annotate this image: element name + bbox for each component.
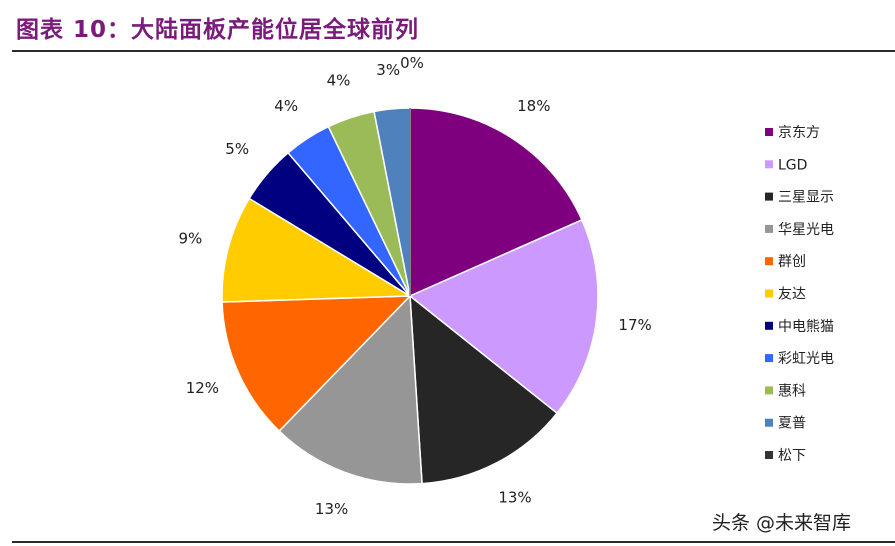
legend-swatch-1	[765, 160, 773, 169]
slice-2	[409, 294, 559, 485]
legend-swatch-4	[765, 257, 773, 266]
top-divider	[12, 50, 895, 52]
data-labels: 18% 17% 13% 13% 12% 9% 5% 4% 4% 3% 0%	[179, 54, 652, 518]
data-label-6: 5%	[225, 140, 249, 158]
slice-4	[221, 295, 412, 433]
legend-swatch-8	[765, 386, 773, 395]
data-label-9: 3%	[376, 61, 400, 79]
legend-swatch-0	[765, 128, 773, 136]
legend-label-6: 中电熊猫	[778, 319, 834, 335]
data-label-3: 13%	[315, 500, 348, 518]
slice-1	[408, 218, 599, 415]
data-label-10: 0%	[400, 54, 424, 72]
legend-swatch-9	[765, 418, 773, 427]
legend-swatch-3	[765, 224, 773, 233]
data-label-7: 4%	[274, 97, 298, 115]
legend-label-7: 彩虹光电	[778, 351, 834, 367]
bottom-divider	[12, 541, 895, 543]
data-label-8: 4%	[327, 72, 351, 90]
chart-title: 图表 10：大陆面板产能位居全球前列	[16, 17, 420, 43]
data-label-1: 17%	[618, 316, 651, 334]
data-label-0: 18%	[517, 97, 550, 115]
pie-slices	[221, 107, 599, 485]
legend-swatch-5	[765, 289, 773, 298]
legend-label-4: 群创	[778, 254, 806, 270]
legend-swatch-7	[765, 354, 773, 363]
legend-label-1: LGD	[778, 157, 807, 173]
slice-0	[409, 107, 583, 298]
legend-label-0: 京东方	[778, 125, 820, 141]
legend-swatch-6	[765, 321, 773, 330]
legend-label-3: 华星光电	[778, 222, 834, 238]
legend-label-2: 三星显示	[778, 190, 834, 206]
legend-label-9: 夏普	[778, 416, 806, 432]
legend-label-10: 松下	[778, 448, 806, 464]
data-label-4: 12%	[186, 379, 219, 397]
slice-5	[221, 197, 413, 303]
legend-swatch-2	[765, 192, 773, 201]
legend-label-5: 友达	[778, 287, 806, 303]
data-label-5: 9%	[179, 229, 203, 247]
legend-label-8: 惠科	[778, 383, 806, 399]
data-label-2: 13%	[498, 488, 531, 506]
slice-3	[278, 294, 423, 485]
watermark: 头条 @未来智库	[712, 512, 852, 534]
legend-swatch-10	[765, 451, 773, 459]
